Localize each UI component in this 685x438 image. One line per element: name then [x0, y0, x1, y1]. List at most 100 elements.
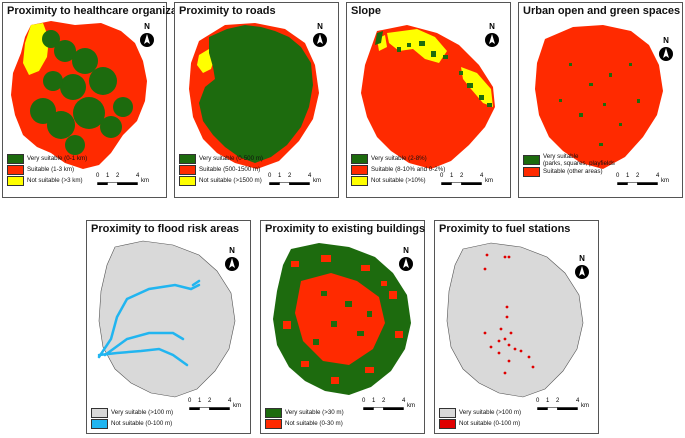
north-arrow: N [398, 247, 414, 273]
scale-tick-label: 4 [136, 173, 140, 179]
green-patches [313, 291, 372, 345]
zone-very-suitable [375, 31, 492, 107]
zone-very-suitable [559, 63, 640, 146]
roads-map [189, 23, 319, 169]
legend-swatch [439, 407, 456, 418]
scale-tick-label: 0 [96, 173, 100, 179]
panel-title: Urban open and green spaces [523, 5, 681, 17]
legend-item: Suitable (1-3 km) [7, 164, 87, 175]
panel-title: Proximity to existing buildings [265, 223, 426, 235]
legend-swatch [523, 166, 540, 177]
legend-item: Not suitable (0-100 m) [439, 418, 521, 429]
panel-title: Proximity to fuel stations [439, 223, 571, 235]
scale-tick-label: 4 [402, 398, 406, 404]
scale-unit: km [233, 403, 241, 409]
legend-label: Suitable (8-10% and 0-2%) [371, 166, 446, 173]
north-arrow: N [139, 23, 155, 49]
legend-swatch [351, 153, 368, 164]
flood-risk-map [97, 240, 236, 398]
legend-item: Not suitable (0-100 m) [91, 418, 173, 429]
scale-tick-label: 4 [480, 173, 484, 179]
scale-bar-graphic [363, 407, 404, 410]
north-arrow: N [224, 247, 240, 273]
legend-label: Very suitable (0-1 km) [27, 155, 88, 162]
legend-swatch [179, 164, 196, 175]
scale-unit: km [485, 178, 493, 184]
scale-tick-label: 1 [450, 173, 454, 179]
legend: Very suitable (>100 m) Not suitable (0-10… [91, 407, 173, 429]
legend: Very suitable (>30 m) Not suitable (0-30 … [265, 407, 344, 429]
zone-not-suitable [23, 23, 49, 75]
legend-item: Very suitable (0-500 m) [179, 153, 263, 164]
scale-unit: km [661, 178, 669, 184]
healthcare-map [11, 21, 147, 169]
scale-tick-label: 4 [308, 173, 312, 179]
legend-item: Very suitable (>30 m) [265, 407, 344, 418]
legend-swatch [523, 155, 540, 165]
legend-swatch [351, 164, 368, 175]
legend-item: Very suitable (0-1 km) [7, 153, 87, 164]
legend-item: Suitable (other areas) [523, 166, 615, 177]
zone-very-suitable [30, 30, 133, 155]
scale-bar: 0 1 2 4 km [188, 398, 249, 414]
zone-not-suitable [483, 253, 535, 375]
panel-title: Slope [351, 5, 381, 17]
scale-tick-label: 2 [636, 173, 640, 179]
scale-tick-label: 4 [656, 173, 660, 179]
north-arrow: N [484, 23, 500, 49]
scale-tick-label: 2 [382, 398, 386, 404]
legend-swatch [265, 407, 282, 418]
legend-label: Very suitable (>100 m) [459, 409, 522, 416]
legend-swatch [179, 175, 196, 186]
scale-unit: km [141, 178, 149, 184]
scale-tick-label: 2 [460, 173, 464, 179]
legend-item: Very suitable (parks, squares, playfields [523, 153, 615, 167]
legend-label: Very suitable [543, 153, 579, 160]
scale-bar-graphic [189, 407, 230, 410]
north-arrow: N [312, 23, 328, 49]
legend-label: Suitable (other areas) [543, 168, 603, 175]
legend: Very suitable (2-8%) Suitable (8-10% and … [351, 153, 445, 186]
scale-unit: km [407, 403, 415, 409]
scale-bar-graphic [97, 182, 138, 185]
legend: Very suitable (0-1 km) Suitable (1-3 km) N… [7, 153, 87, 186]
scale-bar: 0 1 2 4 km [96, 173, 157, 189]
fuel-stations-map [446, 242, 584, 398]
panel-buildings: Proximity to existing buildings N Very s… [260, 220, 425, 434]
legend-item: Not suitable (>1500 m) [179, 175, 263, 186]
legend-swatch [439, 418, 456, 429]
scale-tick-label: 2 [208, 398, 212, 404]
scale-tick-label: 1 [626, 173, 630, 179]
scale-bar: 0 1 2 4 km [268, 173, 329, 189]
zone-suitable [535, 25, 663, 169]
legend-label: Not suitable (>10%) [371, 177, 426, 184]
green-spaces-map [535, 25, 663, 169]
legend-swatch [7, 153, 24, 164]
legend-swatch [179, 153, 196, 164]
scale-tick-label: 0 [268, 173, 272, 179]
legend: Very suitable (parks, squares, playfields… [523, 153, 615, 177]
legend-label: Very suitable (0-500 m) [199, 155, 263, 162]
legend-label: Suitable (1-3 km) [27, 166, 75, 173]
zone-very-suitable [98, 240, 236, 398]
legend-label: Not suitable (>1500 m) [199, 177, 262, 184]
scale-tick-label: 2 [556, 398, 560, 404]
scale-bar: 0 1 2 4 km [616, 173, 677, 189]
panel-title: Proximity to roads [179, 5, 276, 17]
legend-label: Very suitable (2-8%) [371, 155, 427, 162]
legend-swatch [265, 418, 282, 429]
scale-tick-label: 0 [616, 173, 620, 179]
legend-label: Suitable (500-1500 m) [199, 166, 261, 173]
legend-label: Not suitable (0-30 m) [285, 420, 343, 427]
zone-suitable [361, 25, 495, 169]
legend-swatch [351, 175, 368, 186]
scale-tick-label: 1 [278, 173, 282, 179]
legend-item: Suitable (500-1500 m) [179, 164, 263, 175]
legend-sublabel: (parks, squares, playfields [543, 160, 615, 167]
scale-tick-label: 0 [188, 398, 192, 404]
panel-healthcare: Proximity to healthcare organization N V… [2, 2, 197, 198]
scale-tick-label: 2 [288, 173, 292, 179]
scale-bar: 0 1 2 4 km [440, 173, 501, 189]
zone-very-suitable [446, 242, 584, 398]
legend-item: Suitable (8-10% and 0-2%) [351, 164, 445, 175]
